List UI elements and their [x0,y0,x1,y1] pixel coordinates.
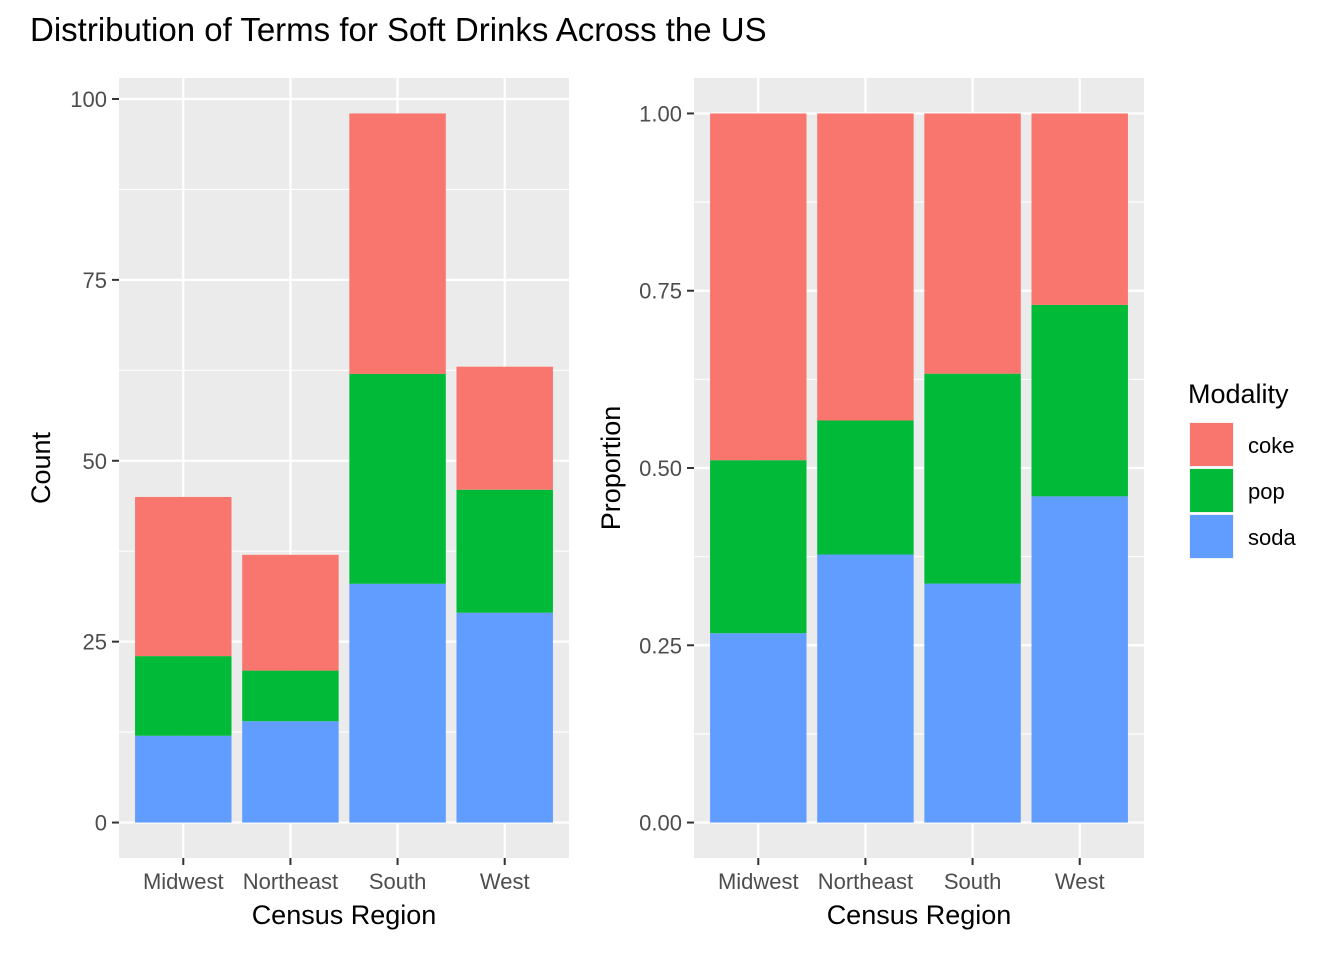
bar-soda-west [456,612,553,823]
bar-pop-midwest [710,460,807,634]
bar-soda-south [349,583,446,823]
bar-pop-northeast [242,670,339,722]
bar-soda-west [1031,496,1128,823]
x-tick-label: West [480,869,530,894]
bar-coke-northeast [242,554,339,671]
y-tick-label: 100 [70,87,107,112]
bar-pop-west [456,489,553,613]
y-tick-label: 0 [95,811,107,836]
legend-swatch-soda [1190,515,1233,558]
proportion-panel: 0.00 0.25 0.50 0.75 1.00 Midwest Northeast Sout… [596,78,1144,930]
x-axis-title: Census Region [252,900,437,930]
bar-pop-west [1031,304,1128,497]
legend-label-coke: coke [1248,433,1294,458]
y-tick-label: 0.75 [639,279,682,304]
bar-coke-south [349,113,446,374]
bar-soda-northeast [242,721,339,823]
legend-swatch-coke [1190,423,1233,466]
legend: Modality coke pop soda [1188,379,1296,559]
x-tick-label: South [369,869,427,894]
legend-title: Modality [1188,379,1289,409]
bar-coke-west [1031,113,1128,305]
y-tick-label: 0.00 [639,811,682,836]
bar-coke-midwest [710,113,807,461]
x-tick-label: Midwest [718,869,799,894]
x-axis-title: Census Region [827,900,1012,930]
y-tick-label: 50 [83,449,107,474]
bar-soda-midwest [710,633,807,823]
bar-soda-south [924,583,1021,823]
bar-pop-northeast [817,420,914,555]
y-tick-label: 25 [83,630,107,655]
x-tick-label: Northeast [243,869,338,894]
x-tick-label: Midwest [143,869,224,894]
y-tick-label: 75 [83,268,107,293]
legend-swatch-pop [1190,469,1233,512]
bar-soda-midwest [135,735,232,823]
bar-coke-west [456,366,553,490]
x-tick-label: South [944,869,1002,894]
legend-label-soda: soda [1248,525,1296,550]
y-tick-label: 1.00 [639,101,682,126]
x-tick-label: West [1055,869,1105,894]
bar-coke-midwest [135,496,232,657]
chart-title: Distribution of Terms for Soft Drinks Ac… [30,11,767,48]
bar-pop-south [924,373,1021,584]
bar-pop-south [349,373,446,584]
y-axis-title: Proportion [596,406,626,531]
legend-label-pop: pop [1248,479,1285,504]
bar-coke-south [924,113,1021,374]
bar-pop-midwest [135,656,232,736]
y-tick-label: 0.50 [639,456,682,481]
bar-coke-northeast [817,113,914,421]
y-tick-label: 0.25 [639,633,682,658]
y-axis-title: Count [26,431,56,504]
x-tick-label: Northeast [818,869,913,894]
bar-soda-northeast [817,554,914,823]
count-panel: 0 25 50 75 100 Midwest Northeast South West Censu… [26,78,569,930]
